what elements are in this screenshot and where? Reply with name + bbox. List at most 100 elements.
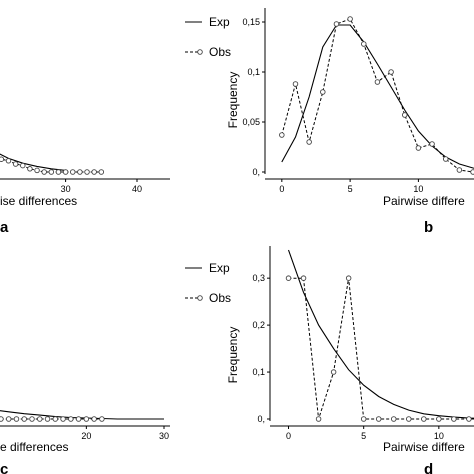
y-axis-label-d: Frequency bbox=[226, 327, 240, 384]
x-axis-label-d: Pairwise differe bbox=[383, 440, 465, 454]
y-tick-label-b-2: 0,1 bbox=[247, 67, 260, 77]
x-axis-label-c: e differences bbox=[0, 440, 69, 454]
series-exp-line-a bbox=[0, 153, 66, 171]
obs-point-c-21 bbox=[91, 416, 97, 422]
panel-label-c: c bbox=[0, 461, 8, 474]
obs-point-c-22 bbox=[99, 416, 105, 422]
x-tick-label-c-0: 20 bbox=[81, 431, 91, 441]
obs-point-a-13 bbox=[41, 169, 47, 175]
obs-point-d-11 bbox=[451, 416, 457, 422]
obs-point-b-5 bbox=[347, 16, 353, 22]
obs-point-a-15 bbox=[55, 169, 62, 175]
obs-point-a-7 bbox=[0, 156, 5, 162]
obs-point-c-16 bbox=[52, 416, 59, 422]
obs-point-d-5 bbox=[360, 416, 367, 422]
obs-point-b-0 bbox=[279, 132, 285, 138]
y-tick-label-b-0: 0, bbox=[252, 167, 260, 177]
x-tick-label-d-1: 5 bbox=[361, 431, 366, 441]
obs-point-c-11 bbox=[13, 416, 20, 422]
obs-point-d-12 bbox=[466, 416, 472, 422]
obs-point-b-12 bbox=[442, 156, 449, 162]
x-axis-label-a: ise differences bbox=[0, 194, 77, 208]
legend-a: Exp Obs bbox=[185, 15, 231, 59]
series-exp-line-d bbox=[287, 249, 474, 419]
obs-point-c-13 bbox=[29, 416, 35, 422]
obs-point-c-12 bbox=[21, 416, 27, 422]
x-tick-label-d-0: 0 bbox=[286, 431, 291, 441]
obs-point-b-8 bbox=[388, 69, 394, 75]
obs-point-a-19 bbox=[84, 169, 90, 175]
plot-area-d bbox=[285, 249, 474, 422]
panel-a: 30 40 ise differences a Exp Obs bbox=[0, 15, 231, 236]
obs-point-d-8 bbox=[406, 416, 412, 422]
y-tick-label-d-1: 0,1 bbox=[252, 367, 265, 377]
obs-point-a-21 bbox=[98, 169, 105, 175]
plot-area-a bbox=[0, 153, 105, 175]
obs-point-a-10 bbox=[20, 162, 26, 169]
obs-point-a-9 bbox=[12, 161, 19, 167]
x-tick-label-b-1: 5 bbox=[348, 184, 353, 194]
obs-point-b-9 bbox=[401, 112, 408, 118]
x-tick-label-d-2: 10 bbox=[434, 431, 444, 441]
series-obs-line-c bbox=[0, 418, 102, 420]
panel-c: 20 30 e differences c Exp Obs bbox=[0, 261, 231, 474]
series-obs-line-b bbox=[281, 18, 474, 173]
obs-point-d-10 bbox=[436, 416, 442, 422]
obs-point-d-1 bbox=[300, 275, 307, 281]
y-tick-label-d-0: 0, bbox=[257, 414, 265, 424]
panel-b: 0 5 10 0, 0,05 0,1 0,15 Frequency Pairwise diffe… bbox=[226, 8, 474, 236]
panel-label-d: d bbox=[424, 461, 433, 474]
obs-point-c-20 bbox=[83, 416, 90, 422]
obs-point-c-18 bbox=[68, 416, 74, 422]
series-obs-line-d bbox=[288, 277, 474, 420]
obs-point-b-2 bbox=[306, 139, 312, 145]
x-axis-label-b: Pairwise differe bbox=[383, 194, 465, 208]
obs-point-b-3 bbox=[320, 89, 326, 95]
x-tick-label-a-2: 40 bbox=[132, 184, 142, 194]
obs-point-a-12 bbox=[34, 167, 40, 174]
legend-exp-label: Exp bbox=[209, 15, 230, 29]
obs-point-a-11 bbox=[27, 166, 33, 172]
obs-point-d-9 bbox=[421, 416, 427, 422]
x-tick-label-b-0: 0 bbox=[279, 184, 284, 194]
obs-point-d-2 bbox=[315, 416, 322, 422]
obs-point-c-15 bbox=[44, 416, 51, 422]
obs-point-d-7 bbox=[390, 416, 397, 422]
obs-point-d-4 bbox=[345, 275, 352, 281]
obs-point-b-7 bbox=[374, 79, 381, 85]
panel-label-a: a bbox=[0, 219, 9, 236]
obs-point-c-14 bbox=[37, 416, 43, 422]
obs-point-a-8 bbox=[5, 158, 12, 164]
obs-point-b-6 bbox=[361, 41, 367, 47]
x-tick-label-a-1: 30 bbox=[61, 184, 71, 194]
obs-point-c-19 bbox=[75, 416, 82, 422]
y-tick-label-d-2: 0,2 bbox=[252, 320, 265, 330]
obs-point-d-3 bbox=[330, 369, 337, 375]
legend-obs-label: Obs bbox=[209, 291, 231, 305]
legend-obs-marker bbox=[197, 49, 203, 55]
obs-point-a-18 bbox=[77, 169, 83, 175]
legend-exp-label: Exp bbox=[209, 261, 230, 275]
obs-point-a-17 bbox=[69, 169, 76, 175]
obs-point-b-4 bbox=[333, 21, 340, 27]
series-exp-line-c bbox=[0, 410, 164, 420]
obs-point-d-6 bbox=[375, 416, 382, 422]
obs-point-c-9 bbox=[0, 416, 4, 422]
y-axis-label-b: Frequency bbox=[226, 72, 240, 129]
obs-point-b-13 bbox=[456, 167, 463, 173]
y-tick-label-b-1: 0,05 bbox=[242, 117, 260, 127]
series-exp-line-b bbox=[281, 24, 474, 169]
obs-point-b-1 bbox=[292, 81, 299, 87]
obs-point-b-10 bbox=[415, 145, 422, 151]
plot-area-c bbox=[0, 410, 164, 422]
series-obs-line-a bbox=[0, 158, 102, 173]
obs-point-c-10 bbox=[5, 416, 12, 422]
panel-label-b: b bbox=[424, 219, 433, 236]
legend-obs-marker bbox=[197, 295, 203, 301]
y-tick-label-d-3: 0,3 bbox=[252, 273, 265, 283]
legend-obs-label: Obs bbox=[209, 45, 231, 59]
panel-d: 0 5 10 0, 0,1 0,2 0,3 Frequency Pairwise differe… bbox=[226, 246, 474, 474]
obs-point-c-17 bbox=[60, 416, 66, 422]
obs-point-d-0 bbox=[285, 275, 292, 281]
